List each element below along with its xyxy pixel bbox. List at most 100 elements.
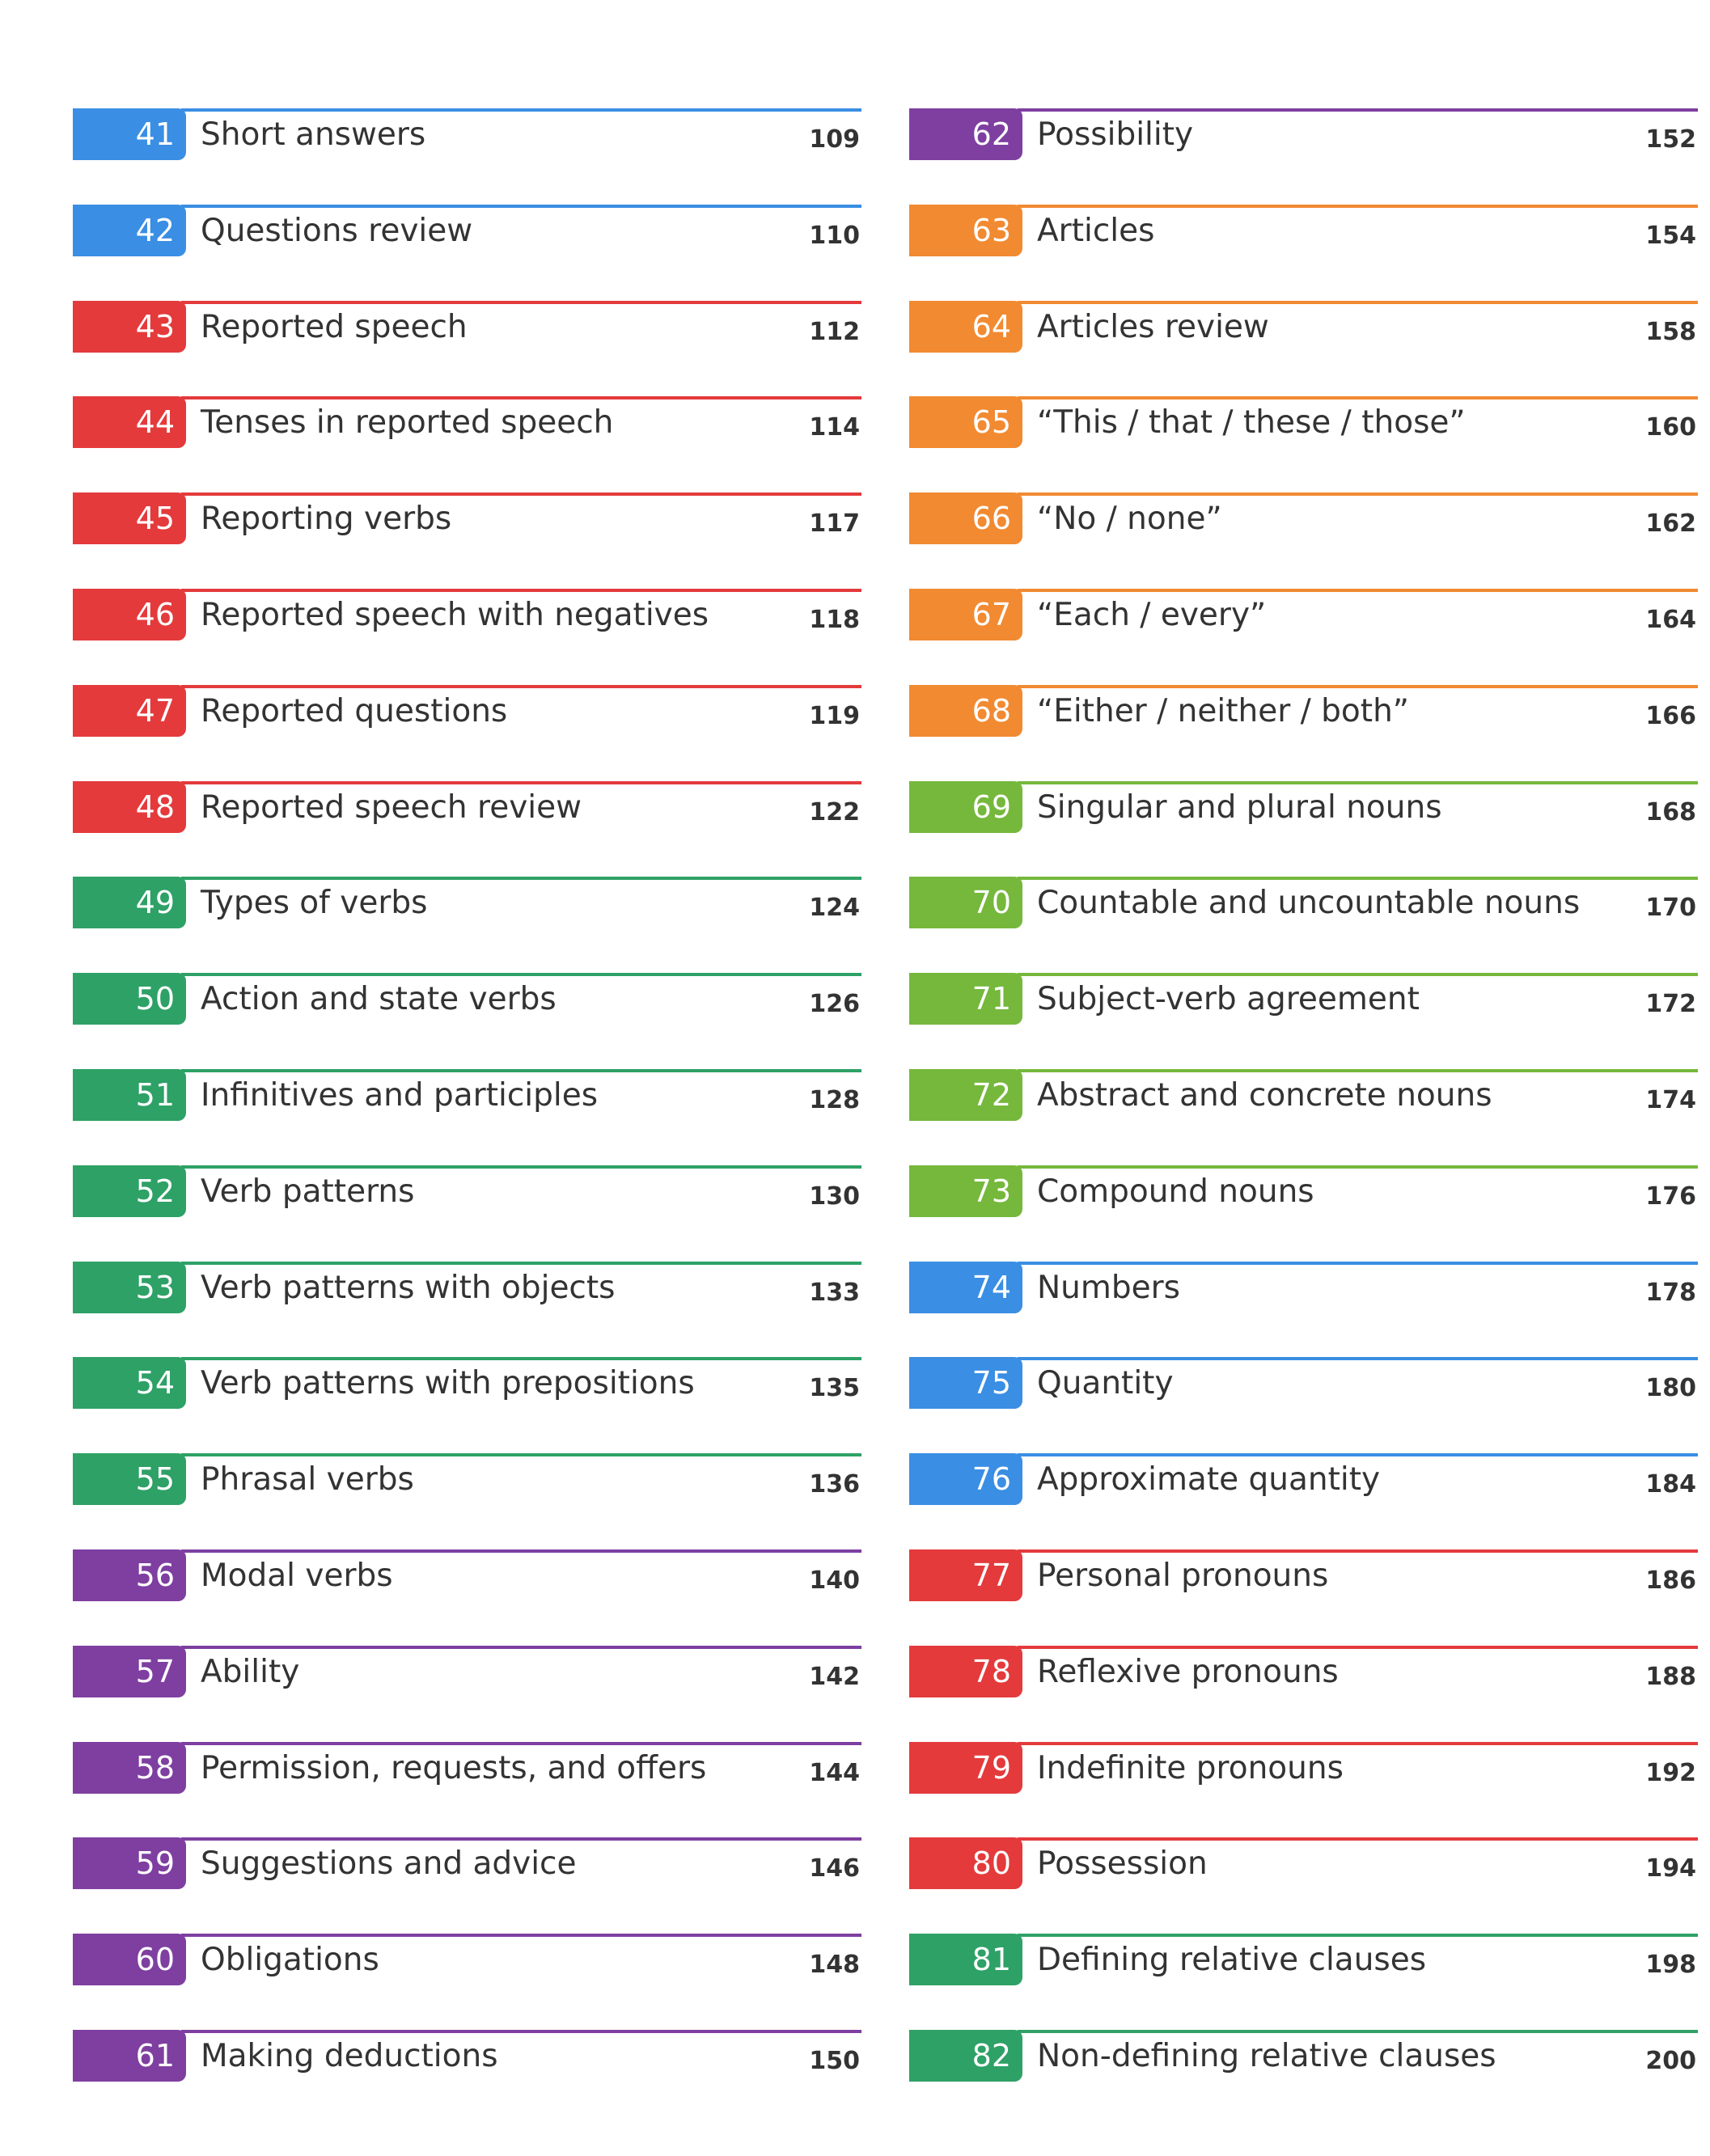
toc-entry[interactable]: 61 Making deductions 150: [73, 2025, 861, 2082]
toc-entry[interactable]: 55 Phrasal verbs 136: [73, 1448, 861, 1506]
entry-rule: [181, 1165, 861, 1169]
page-number: 166: [1645, 701, 1696, 730]
page-number: 170: [1645, 894, 1696, 923]
chapter-number-badge: 77: [909, 1549, 1022, 1601]
page-number: 118: [809, 606, 860, 634]
entry-rule: [1018, 2030, 1698, 2033]
page-number: 146: [809, 1854, 860, 1883]
entry-rule: [181, 1357, 861, 1361]
toc-entry[interactable]: 71 Subject-verb agreement 172: [909, 968, 1698, 1025]
toc-entry[interactable]: 44 Tenses in reported speech 114: [73, 391, 861, 449]
toc-entry[interactable]: 74 Numbers 178: [909, 1257, 1698, 1313]
toc-entry[interactable]: 63 Articles 154: [909, 200, 1698, 256]
page-number: 112: [809, 317, 860, 346]
page-number: 198: [1645, 1951, 1696, 1980]
toc-entry[interactable]: 66 “No / none” 162: [909, 488, 1698, 545]
chapter-number-badge: 60: [73, 1934, 186, 1986]
toc-entry[interactable]: 73 Compound nouns 176: [909, 1160, 1698, 1217]
toc-entry[interactable]: 56 Modal verbs 140: [73, 1545, 861, 1601]
toc-entry[interactable]: 49 Types of verbs 124: [73, 872, 861, 929]
toc-entry[interactable]: 81 Defining relative clauses 198: [909, 1929, 1698, 1986]
toc-entry[interactable]: 70 Countable and uncountable nouns 170: [909, 872, 1698, 929]
chapter-number-badge: 71: [909, 973, 1022, 1025]
chapter-title: Quantity: [1037, 1365, 1174, 1402]
toc-entry[interactable]: 54 Verb patterns with prepositions 135: [73, 1352, 861, 1410]
page-number: 119: [809, 701, 860, 730]
toc-entry[interactable]: 75 Quantity 180: [909, 1352, 1698, 1410]
chapter-title: Indefinite pronouns: [1037, 1749, 1344, 1786]
entry-rule: [181, 589, 861, 592]
toc-entry[interactable]: 57 Ability 142: [73, 1641, 861, 1697]
chapter-title: “No / none”: [1037, 501, 1222, 538]
entry-rule: [181, 300, 861, 304]
toc-entry[interactable]: 76 Approximate quantity 184: [909, 1448, 1698, 1506]
page-number: 142: [809, 1662, 860, 1691]
chapter-title: Abstract and concrete nouns: [1037, 1077, 1492, 1114]
toc-entry[interactable]: 68 “Either / neither / both” 166: [909, 680, 1698, 737]
toc-entry[interactable]: 46 Reported speech with negatives 118: [73, 584, 861, 640]
chapter-title: Action and state verbs: [201, 981, 557, 1018]
chapter-number-badge: 44: [73, 396, 186, 449]
chapter-number-badge: 67: [909, 589, 1022, 640]
chapter-number-badge: 48: [73, 780, 186, 833]
chapter-title: Verb patterns: [201, 1173, 415, 1210]
entry-rule: [1018, 780, 1698, 784]
toc-entry[interactable]: 52 Verb patterns 130: [73, 1160, 861, 1217]
toc-entry[interactable]: 48 Reported speech review 122: [73, 776, 861, 833]
toc-entry[interactable]: 59 Suggestions and advice 146: [73, 1833, 861, 1890]
toc-entry[interactable]: 43 Reported speech 112: [73, 296, 861, 353]
toc-entry[interactable]: 67 “Each / every” 164: [909, 584, 1698, 640]
chapter-title: Reporting verbs: [201, 501, 452, 538]
entry-rule: [1018, 492, 1698, 497]
chapter-title: Numbers: [1037, 1269, 1180, 1306]
toc-entry[interactable]: 69 Singular and plural nouns 168: [909, 776, 1698, 833]
entry-rule: [181, 1549, 861, 1553]
chapter-title: Reported speech: [201, 308, 468, 345]
chapter-number-badge: 65: [909, 396, 1022, 449]
page-number: 109: [809, 125, 860, 154]
chapter-title: Short answers: [201, 116, 426, 153]
toc-entry[interactable]: 77 Personal pronouns 186: [909, 1545, 1698, 1601]
chapter-number-badge: 55: [73, 1453, 186, 1506]
page-number: 128: [809, 1086, 860, 1114]
chapter-number-badge: 49: [73, 877, 186, 929]
entry-rule: [181, 1069, 861, 1072]
chapter-title: Tenses in reported speech: [201, 404, 614, 442]
toc-entry[interactable]: 78 Reflexive pronouns 188: [909, 1641, 1698, 1697]
toc-entry[interactable]: 51 Infinitives and participles 128: [73, 1064, 861, 1121]
page-number: 192: [1645, 1758, 1696, 1787]
chapter-number-badge: 57: [73, 1645, 186, 1697]
toc-entry[interactable]: 65 “This / that / these / those” 160: [909, 391, 1698, 449]
toc-entry[interactable]: 62 Possibility 152: [909, 104, 1698, 160]
toc-entry[interactable]: 53 Verb patterns with objects 133: [73, 1257, 861, 1313]
toc-entry[interactable]: 50 Action and state verbs 126: [73, 968, 861, 1025]
page-number: 110: [809, 221, 860, 250]
entry-rule: [1018, 877, 1698, 881]
chapter-number-badge: 63: [909, 204, 1022, 256]
chapter-number-badge: 68: [909, 684, 1022, 737]
toc-entry[interactable]: 60 Obligations 148: [73, 1929, 861, 1986]
toc-entry[interactable]: 41 Short answers 109: [73, 104, 861, 160]
toc-entry[interactable]: 79 Indefinite pronouns 192: [909, 1737, 1698, 1794]
page-number: 176: [1645, 1182, 1696, 1211]
page-number: 154: [1645, 221, 1696, 250]
toc-entry[interactable]: 58 Permission, requests, and offers 144: [73, 1737, 861, 1794]
chapter-title: Defining relative clauses: [1037, 1942, 1427, 1979]
page-number: 186: [1645, 1566, 1696, 1595]
chapter-number-badge: 51: [73, 1069, 186, 1121]
entry-rule: [181, 396, 861, 400]
toc-entry[interactable]: 82 Non-defining relative clauses 200: [909, 2025, 1698, 2082]
chapter-title: Verb patterns with objects: [201, 1269, 616, 1306]
toc-entry[interactable]: 64 Articles review 158: [909, 296, 1698, 353]
toc-entry[interactable]: 42 Questions review 110: [73, 200, 861, 256]
chapter-title: Articles: [1037, 212, 1155, 249]
chapter-title: Approximate quantity: [1037, 1461, 1381, 1499]
page-number: 178: [1645, 1278, 1696, 1307]
toc-entry[interactable]: 80 Possession 194: [909, 1833, 1698, 1890]
toc-entry[interactable]: 72 Abstract and concrete nouns 174: [909, 1064, 1698, 1121]
entry-rule: [1018, 1453, 1698, 1457]
toc-entry[interactable]: 45 Reporting verbs 117: [73, 488, 861, 545]
toc-entry[interactable]: 47 Reported questions 119: [73, 680, 861, 737]
entry-rule: [1018, 1069, 1698, 1072]
